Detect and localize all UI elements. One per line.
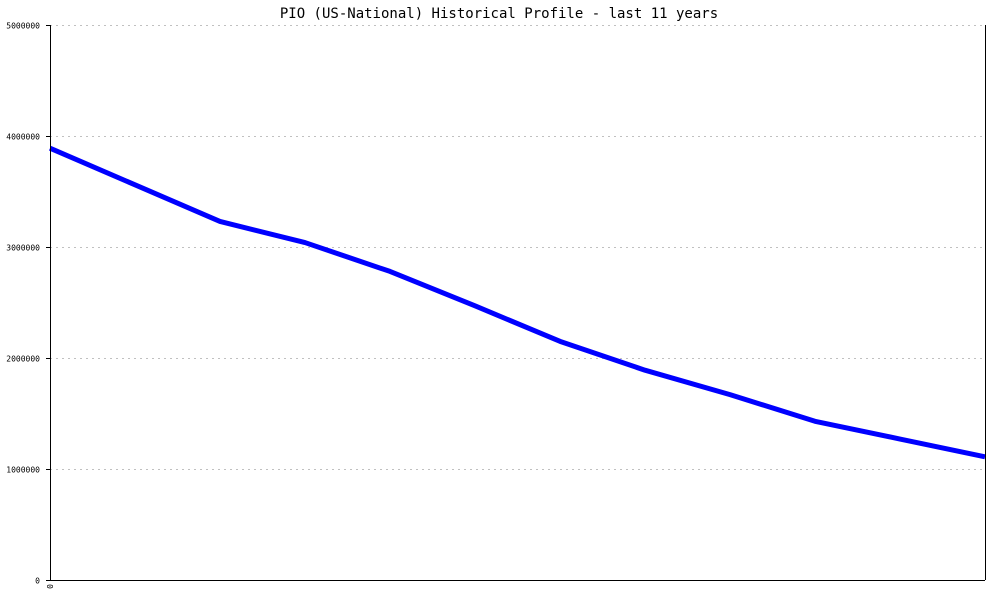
x-axis-ticks: 0 — [46, 584, 55, 589]
y-tick-label: 1000000 — [6, 466, 40, 475]
y-tick-label: 2000000 — [6, 355, 40, 364]
y-tick-label: 4000000 — [6, 133, 40, 142]
y-tick-label: 3000000 — [6, 244, 40, 253]
series-line — [49, 145, 986, 460]
y-tick-label: 0 — [35, 577, 40, 586]
y-tick-label: 5000000 — [6, 22, 40, 31]
y-axis-ticks: 0 1000000 2000000 3000000 4000000 5000000 — [6, 22, 50, 586]
x-tick-label: 0 — [46, 584, 55, 589]
chart-title: PIO (US-National) Historical Profile - l… — [280, 6, 718, 22]
gridlines — [50, 25, 985, 470]
